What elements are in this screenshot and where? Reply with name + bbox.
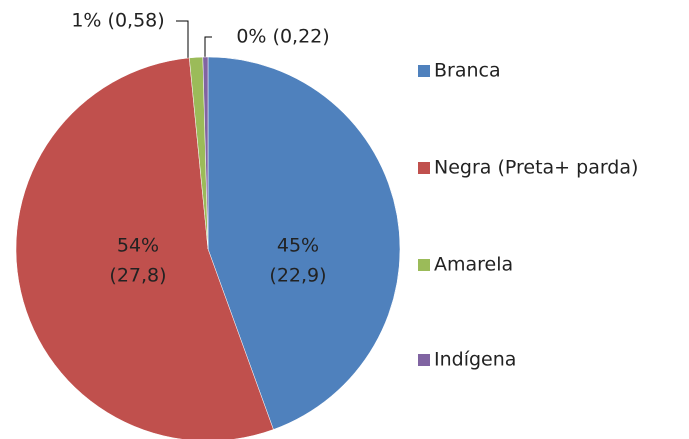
data-label: 45% [277, 235, 319, 257]
legend-label: Amarela [434, 254, 513, 276]
legend-swatch [418, 259, 430, 271]
legend-label: Indígena [434, 349, 516, 371]
data-label: 1% (0,58) [71, 10, 164, 32]
leader-line [204, 36, 212, 60]
pie-slice [207, 56, 401, 430]
data-label: 54% [117, 235, 159, 257]
data-label: 0% (0,22) [236, 26, 329, 48]
pie-slice [15, 57, 274, 439]
data-label: (27,8) [109, 265, 166, 287]
legend-label: Negra (Preta+ parda) [434, 157, 638, 179]
leader-line [176, 20, 189, 60]
legend-swatch [418, 354, 430, 366]
legend-swatch [418, 162, 430, 174]
data-label: (22,9) [269, 265, 326, 287]
legend-swatch [418, 65, 430, 77]
legend-label: Branca [434, 60, 501, 82]
pie-slice [202, 56, 209, 250]
